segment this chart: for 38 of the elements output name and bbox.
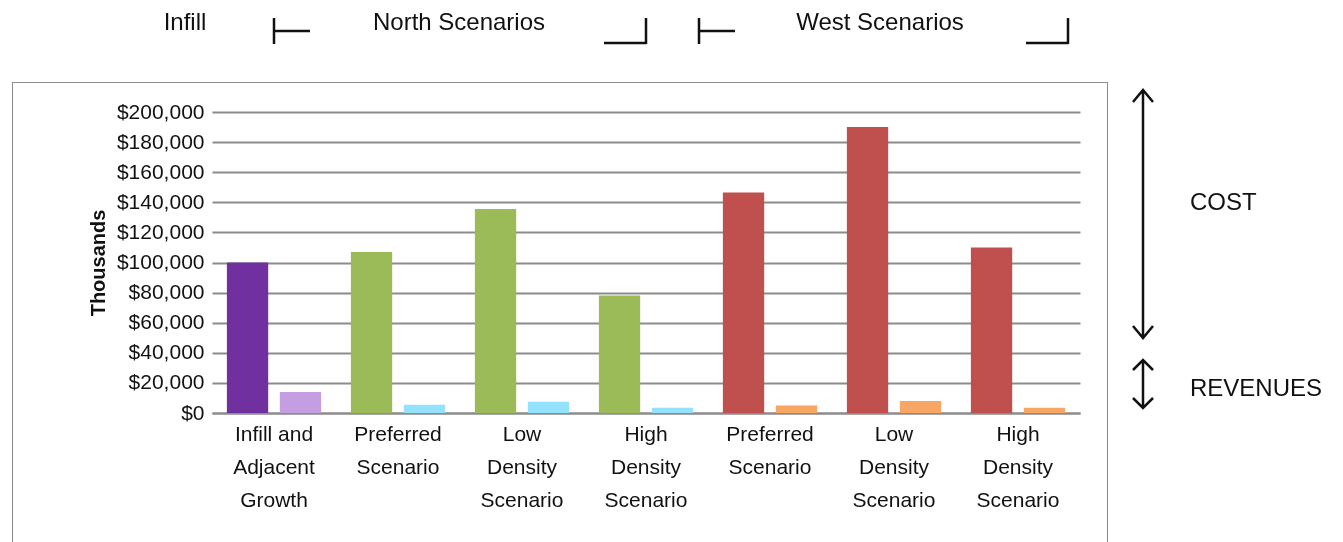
bar — [846, 127, 889, 413]
text: REVENUES — [1190, 374, 1323, 401]
y-tick-label: $60,000 — [128, 310, 205, 334]
y-tick-label: $20,000 — [128, 370, 205, 394]
bar — [775, 405, 818, 413]
x-tick-label: Low Density Scenario — [852, 421, 936, 511]
text: Infill — [163, 8, 207, 35]
bar — [279, 391, 322, 413]
bar — [722, 192, 765, 413]
bar — [970, 247, 1013, 413]
x-tick-label: High Density Scenario — [976, 421, 1060, 511]
bar — [651, 407, 694, 413]
x-tick-label: High Density Scenario — [604, 421, 688, 511]
bar — [899, 400, 942, 413]
bar — [403, 404, 446, 413]
y-tick-label: $100,000 — [116, 250, 205, 273]
y-tick-label: $80,000 — [128, 280, 205, 304]
y-tick-label: $0 — [181, 400, 205, 424]
text: COST — [1190, 188, 1257, 215]
text: West Scenarios — [796, 8, 964, 35]
y-tick-label: $120,000 — [116, 219, 205, 243]
y-tick-label: $40,000 — [128, 340, 205, 364]
bar — [527, 401, 570, 413]
y-axis-title: Thousands — [86, 209, 109, 317]
y-tick-label: $180,000 — [116, 129, 205, 153]
y-tick-label: $160,000 — [116, 159, 205, 183]
text: North Scenarios — [372, 8, 546, 35]
bar — [1023, 407, 1066, 413]
x-tick-label: Infill and Adjacent Growth — [233, 421, 316, 511]
bar — [350, 251, 393, 413]
x-tick-label: Low Density Scenario — [480, 421, 564, 511]
x-tick-label: Preferred Scenario — [354, 421, 442, 478]
bar — [226, 262, 269, 413]
bar — [474, 209, 517, 413]
y-tick-label: $140,000 — [116, 189, 205, 213]
y-tick-label: $200,000 — [116, 99, 205, 123]
x-tick-label: Preferred Scenario — [726, 421, 814, 478]
bar — [598, 295, 641, 413]
